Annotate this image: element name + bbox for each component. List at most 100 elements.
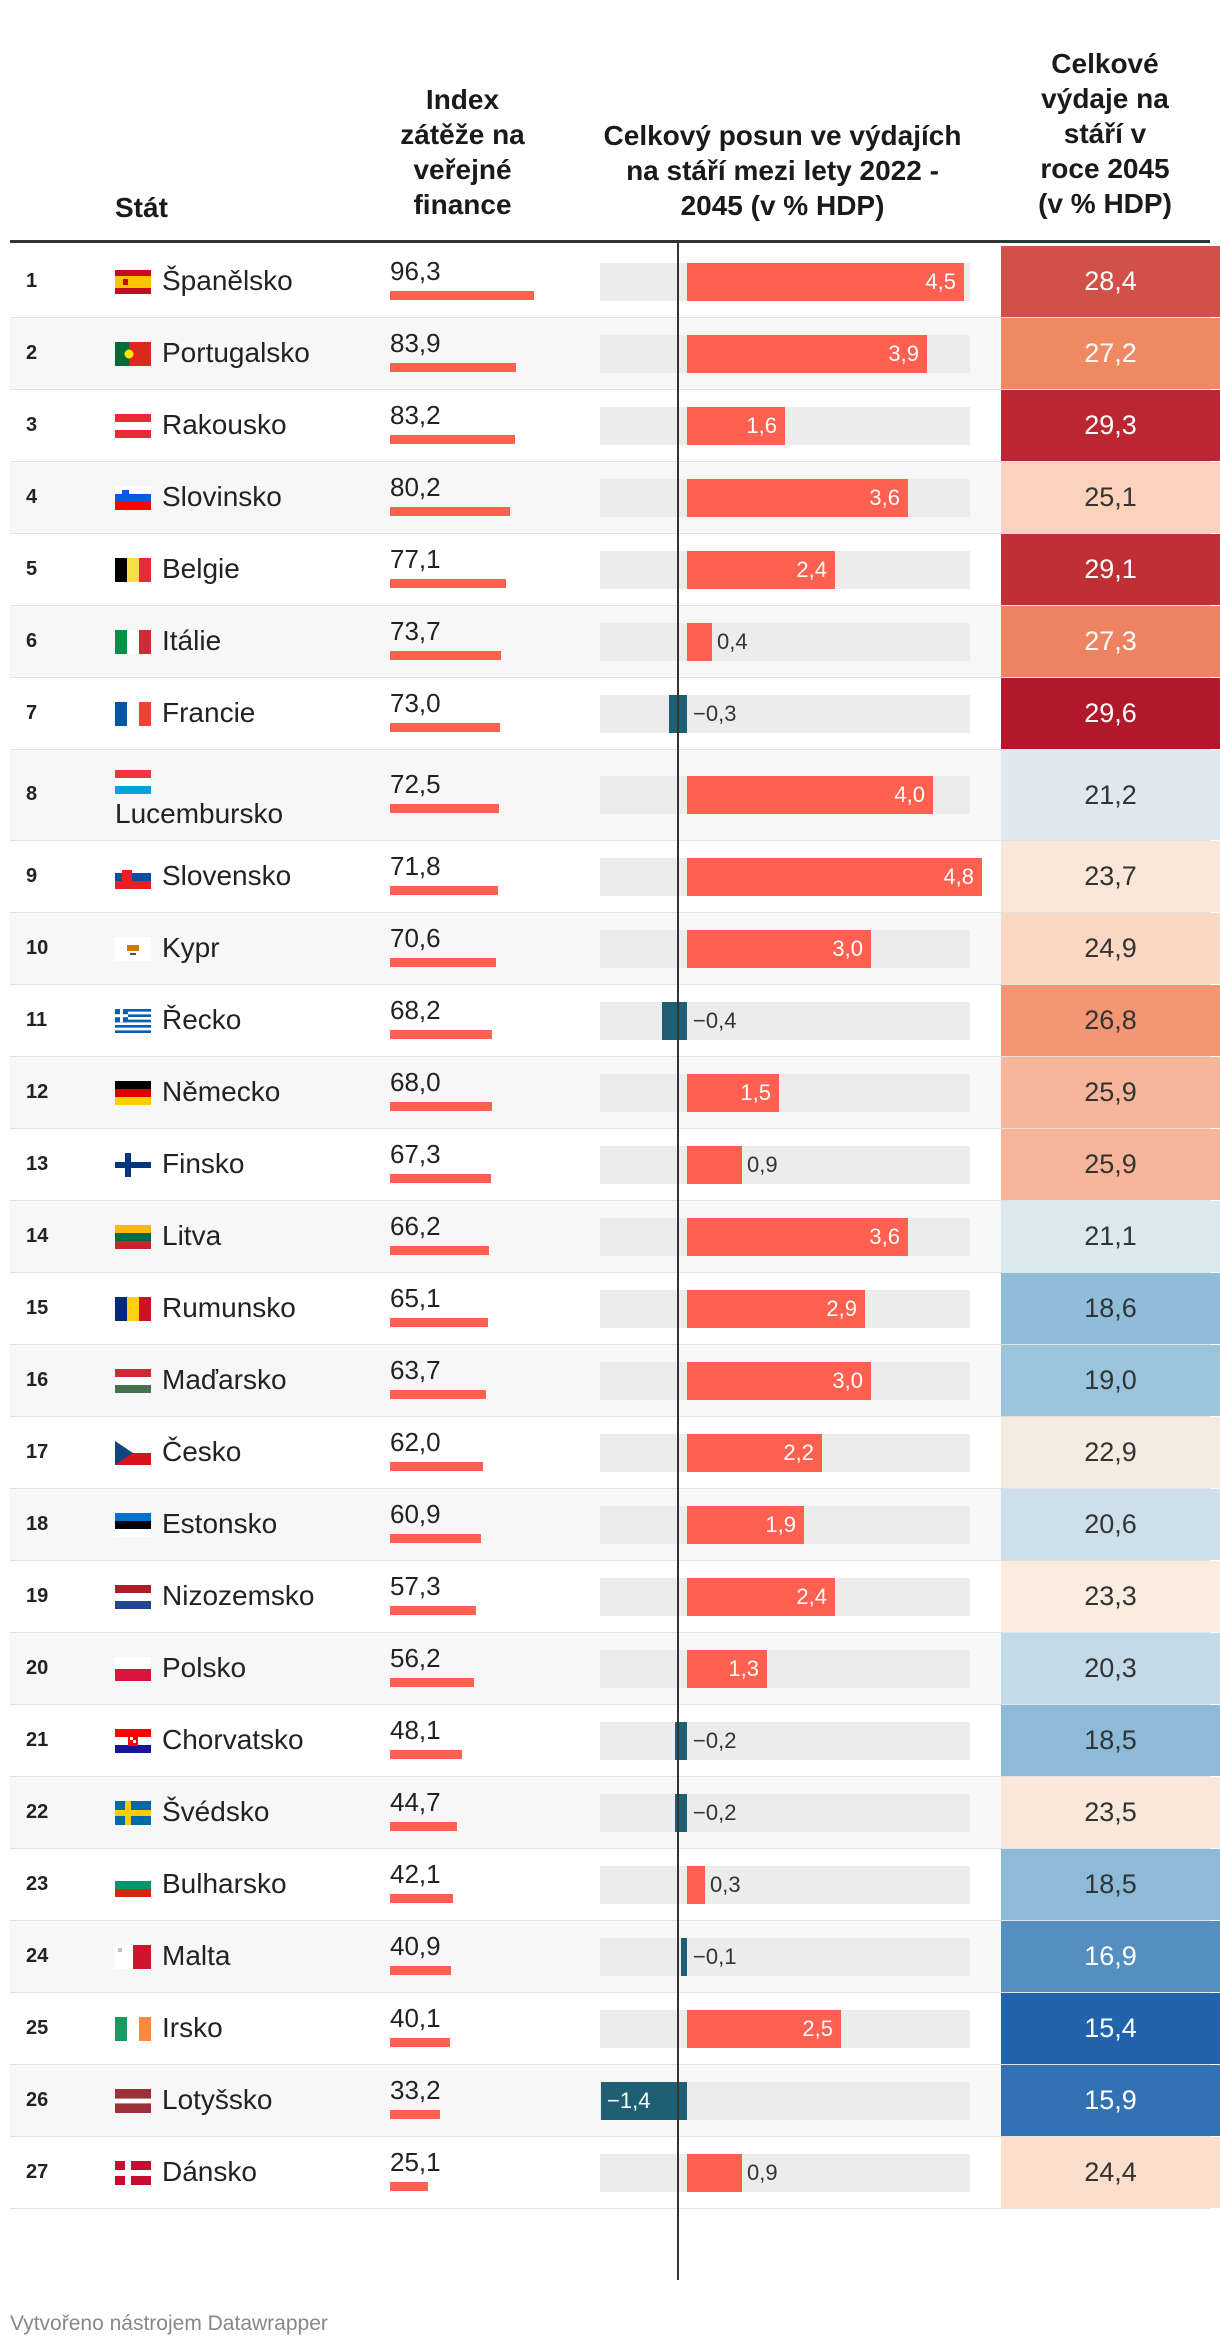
luxembourg-flag-icon [115,770,151,795]
index-value: 44,7 [390,1786,441,1817]
lithuania-flag-icon [115,1224,151,1249]
shift-bar-negative [662,1001,687,1040]
shift-value-label: −0,4 [693,1007,737,1033]
index-bar [390,578,506,588]
total-value-cell: 19,0 [1001,1345,1220,1416]
shift-value-label: 3,0 [832,935,863,961]
netherlands-flag-icon [115,1584,151,1609]
index-bar [390,885,498,895]
total-value-cell: 15,9 [1001,2065,1220,2136]
index-value: 62,0 [390,1426,441,1457]
country-name: Slovinsko [162,480,282,512]
table-row: 21 Chorvatsko 48,1 −0,2 18,5 [10,1705,1220,1777]
finland-flag-icon [115,1152,151,1177]
country-name: Slovensko [162,859,292,891]
country-name: Finsko [162,1147,245,1179]
index-bar [390,1605,476,1615]
czechia-flag-icon [115,1440,151,1465]
bulgaria-flag-icon [115,1872,151,1897]
header-total-line: (v % HDP) [1038,188,1172,219]
cyprus-flag-icon [115,936,151,961]
table-row: 24 Malta 40,9 −0,1 16,9 [10,1921,1220,1993]
table-row: 9 Slovensko 71,8 4,8 23,7 [10,841,1220,913]
hungary-flag-icon [115,1368,151,1393]
total-value-cell: 23,3 [1001,1561,1220,1632]
rank-label: 27 [26,2160,49,2183]
country-name: Česko [162,1435,242,1467]
latvia-flag-icon [115,2088,151,2113]
header-index-line: Index [425,84,500,115]
index-value: 67,3 [390,1138,441,1169]
italy-flag-icon [115,629,152,654]
total-value-cell: 22,9 [1001,1417,1220,1488]
shift-bar-background [600,1073,970,1112]
index-value: 66,2 [390,1210,441,1241]
germany-flag-icon [115,1080,151,1105]
rank-label: 9 [26,864,38,887]
index-value: 25,1 [390,2146,441,2177]
index-bar [390,722,500,732]
total-value-cell: 28,4 [1001,246,1220,317]
index-value: 42,1 [390,1858,441,1889]
country-name: Německo [162,1075,281,1107]
index-bar [390,957,496,967]
rank-label: 14 [26,1224,49,1247]
header-index-line: zátěže na [400,119,525,150]
index-value: 60,9 [390,1498,441,1529]
rank-label: 5 [26,557,38,580]
shift-bar-positive [687,1145,742,1184]
header-country: Stát [115,192,168,223]
shift-value-label: 0,4 [717,628,748,654]
table-row: 6 Itálie 73,7 0,4 27,3 [10,606,1220,678]
sweden-flag-icon [115,1800,151,1825]
index-bar [390,1965,451,1975]
country-name: Řecko [162,1003,242,1035]
rank-label: 8 [26,783,38,805]
rank-label: 6 [26,629,38,652]
header-total-line: výdaje na [1041,83,1169,114]
belgium-flag-icon [115,557,152,582]
rank-label: 22 [26,1800,49,1823]
estonia-flag-icon [115,1512,151,1537]
country-name: Malta [162,1939,231,1971]
shift-bar-background [600,1001,970,1040]
total-value-cell: 20,3 [1001,1633,1220,1704]
total-value-cell: 20,6 [1001,1489,1220,1560]
header-shift-line: Celkový posun ve výdajích [603,120,962,151]
shift-bar-positive [687,1649,767,1688]
total-value-cell: 18,6 [1001,1273,1220,1344]
table-row: 7 Francie 73,0 −0,3 29,6 [10,678,1220,750]
shift-bar-positive [687,622,712,661]
shift-value-label: 3,9 [888,340,919,366]
rank-label: 20 [26,1656,49,1679]
rank-label: 15 [26,1296,49,1319]
shift-bar-positive [687,1505,804,1544]
country-name: Portugalsko [162,336,310,368]
index-bar [390,1461,483,1471]
index-value: 63,7 [390,1354,441,1385]
table-row: 20 Polsko 56,2 1,3 20,3 [10,1633,1220,1705]
shift-bar-positive [687,2009,841,2048]
country-name: Nizozemsko [162,1579,315,1611]
country-name: Chorvatsko [162,1723,304,1755]
table-row: 11 Řecko 68,2 −0,4 26,8 [10,985,1220,1057]
total-value-cell: 24,9 [1001,913,1220,984]
shift-value-label: 2,4 [796,556,827,582]
table-row: 5 Belgie 77,1 2,4 29,1 [10,534,1220,606]
shift-value-label: 0,9 [747,2159,778,2185]
table-row: 16 Maďarsko 63,7 3,0 19,0 [10,1345,1220,1417]
country-name: Irsko [162,2011,223,2043]
table-row: 18 Estonsko 60,9 1,9 20,6 [10,1489,1220,1561]
shift-bar-positive [687,334,927,373]
header-total-line: roce 2045 [1040,153,1170,184]
shift-bar-background [600,1145,970,1184]
shift-bar-positive [687,1577,835,1616]
shift-value-label: 4,0 [894,782,925,807]
index-bar [390,434,515,444]
slovakia-flag-icon [115,864,151,889]
index-bar [390,506,510,516]
denmark-flag-icon [115,2160,151,2185]
rank-label: 2 [26,341,38,364]
shift-bar-background [600,694,970,733]
table-row: 27 Dánsko 25,1 0,9 24,4 [10,2137,1220,2209]
